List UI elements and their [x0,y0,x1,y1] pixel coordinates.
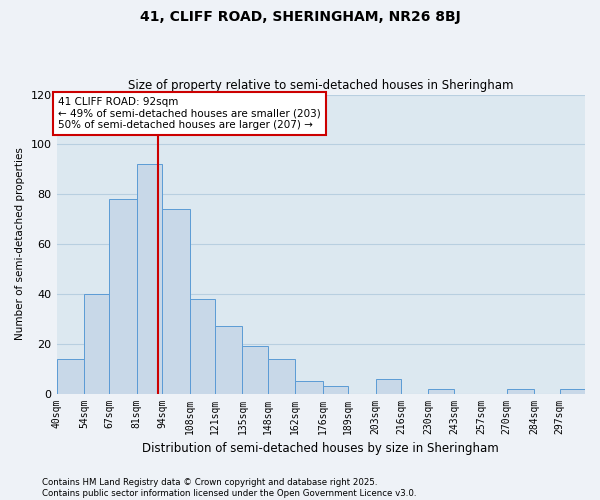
Text: 41 CLIFF ROAD: 92sqm
← 49% of semi-detached houses are smaller (203)
50% of semi: 41 CLIFF ROAD: 92sqm ← 49% of semi-detac… [58,97,321,130]
Bar [376,378,401,394]
Bar [242,346,268,394]
Title: Size of property relative to semi-detached houses in Sheringham: Size of property relative to semi-detach… [128,79,514,92]
Bar [56,358,84,394]
Bar [215,326,242,394]
Bar [190,299,215,394]
Bar [295,381,323,394]
Bar [268,358,295,394]
Bar [84,294,109,394]
X-axis label: Distribution of semi-detached houses by size in Sheringham: Distribution of semi-detached houses by … [142,442,499,455]
Bar [323,386,348,394]
Y-axis label: Number of semi-detached properties: Number of semi-detached properties [15,148,25,340]
Bar [109,199,137,394]
Text: Contains HM Land Registry data © Crown copyright and database right 2025.
Contai: Contains HM Land Registry data © Crown c… [42,478,416,498]
Bar [560,388,585,394]
Bar [507,388,534,394]
Bar [162,209,190,394]
Bar [428,388,454,394]
Bar [137,164,162,394]
Text: 41, CLIFF ROAD, SHERINGHAM, NR26 8BJ: 41, CLIFF ROAD, SHERINGHAM, NR26 8BJ [140,10,460,24]
